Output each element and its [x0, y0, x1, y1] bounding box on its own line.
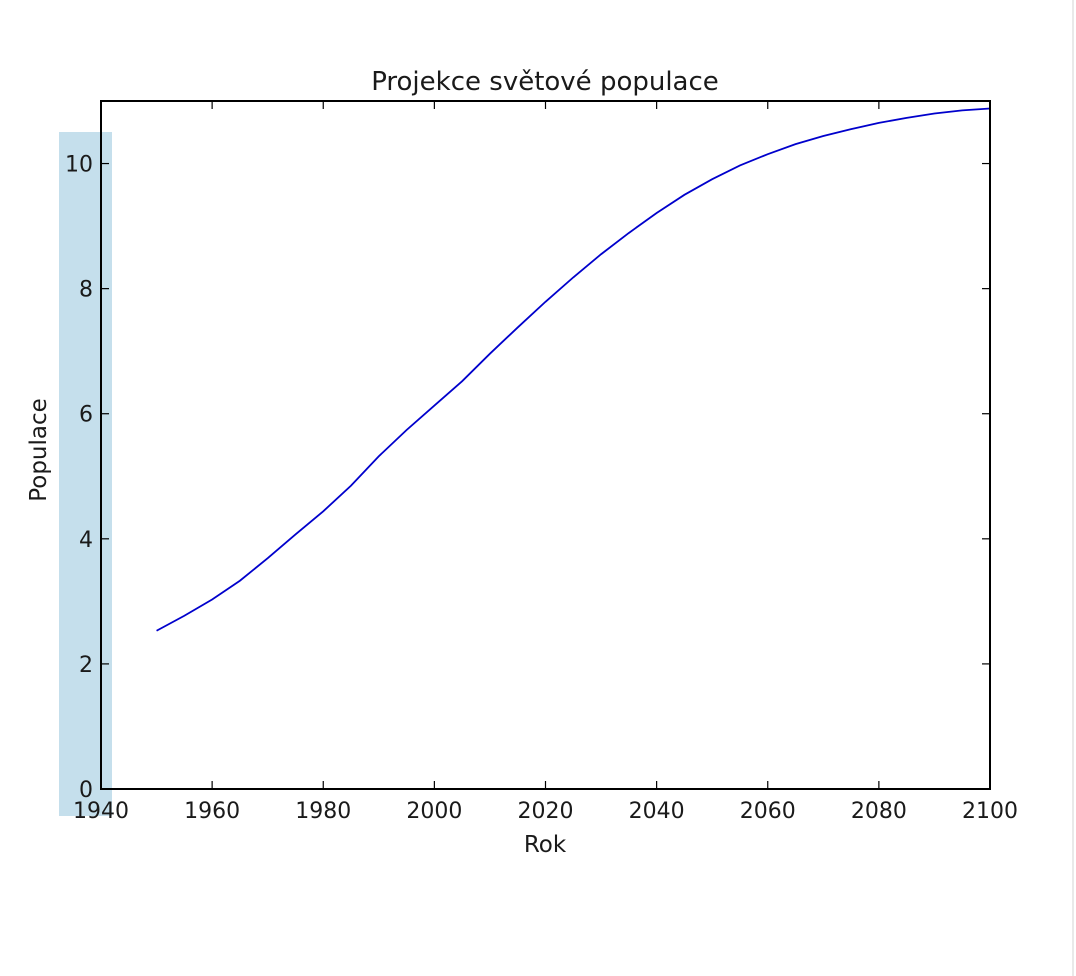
y-tick-label: 4 [79, 528, 93, 553]
x-tick-label: 1960 [184, 799, 240, 824]
y-tick-label: 8 [79, 278, 93, 303]
y-tick-label: 6 [79, 403, 93, 428]
y-tick-label: 0 [79, 778, 93, 803]
x-tick-label: 2080 [851, 799, 907, 824]
x-tick-label: 2060 [740, 799, 796, 824]
x-tick-label: 2040 [629, 799, 685, 824]
x-tick-label: 2000 [406, 799, 462, 824]
y-axis-highlight [59, 132, 112, 816]
y-axis-label: Populace [26, 398, 52, 502]
chart-title: Projekce světové populace [371, 67, 719, 97]
series-line [156, 107, 991, 632]
x-tick-label: 2100 [962, 799, 1018, 824]
axis-ticks: 1940 1960 1980 2000 2020 2040 2060 2080 2100 0 2 4 6… [65, 101, 1018, 824]
y-tick-label: 10 [65, 153, 93, 178]
x-tick-label: 1980 [295, 799, 351, 824]
window-edge [1072, 0, 1074, 976]
x-axis-label: Rok [524, 832, 567, 858]
y-tick-label: 2 [79, 653, 93, 678]
plot-frame [100, 100, 991, 790]
x-tick-label: 2020 [518, 799, 574, 824]
plot-area [156, 107, 991, 632]
x-tick-label: 1940 [73, 799, 129, 824]
